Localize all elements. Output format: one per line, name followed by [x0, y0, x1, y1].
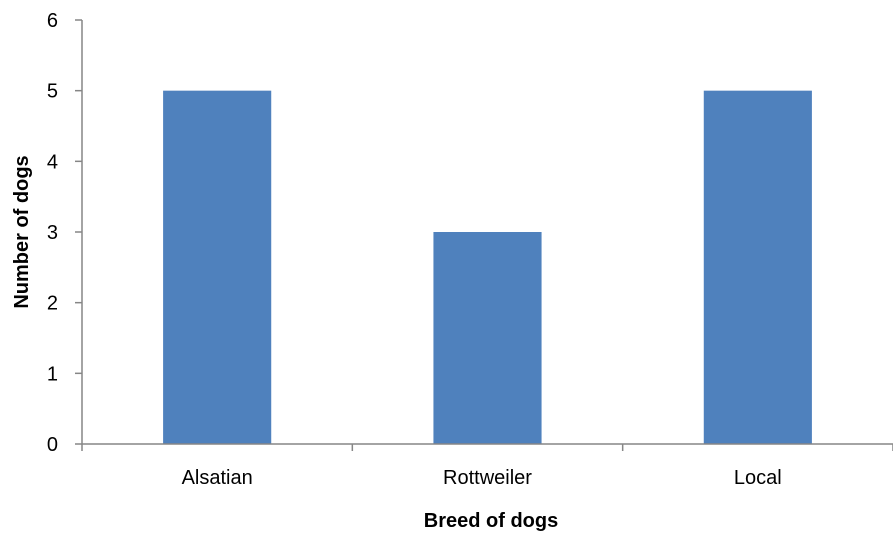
y-tick-label: 0: [47, 434, 58, 456]
y-axis-title: Number of dogs: [11, 155, 33, 308]
bar-local: [703, 90, 812, 445]
y-tick-label: 3: [47, 222, 58, 244]
x-tick-label: Local: [734, 467, 782, 489]
y-axis: 0 1 2 3 4 5 6: [47, 10, 83, 456]
x-axis-title: Breed of dogs: [424, 510, 558, 532]
y-tick-label: 4: [47, 151, 58, 173]
y-tick-label: 6: [47, 10, 58, 32]
x-tick-label: Rottweiler: [443, 467, 532, 489]
y-tick-label: 2: [47, 293, 58, 315]
y-tick-label: 1: [47, 363, 58, 385]
y-tick-label: 5: [47, 81, 58, 103]
bars: [163, 90, 812, 445]
x-tick-label: Alsatian: [182, 467, 253, 489]
bar-alsatian: [163, 90, 272, 445]
bar-rottweiler: [433, 232, 542, 444]
x-axis: Alsatian Rottweiler Local: [81, 443, 893, 489]
